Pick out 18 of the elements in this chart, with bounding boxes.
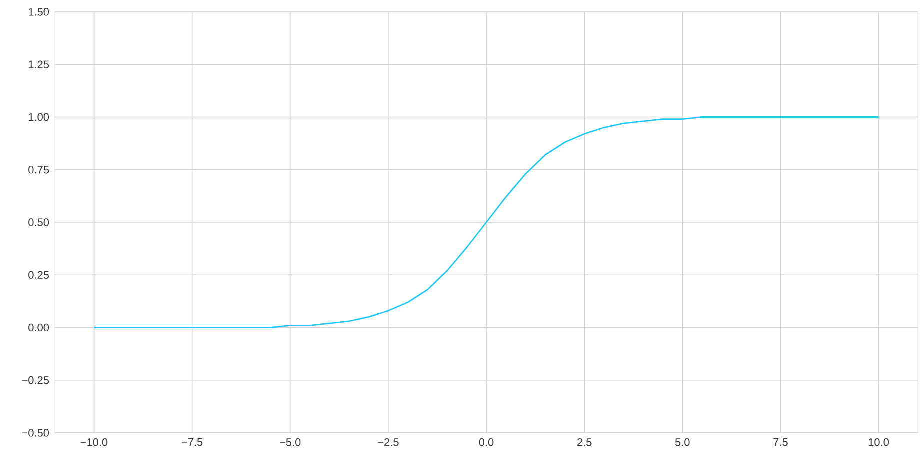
y-tick-label: 0.50	[28, 218, 50, 226]
x-tick-label: 0.0	[479, 438, 494, 446]
x-tick-label: −5.0	[280, 438, 301, 446]
x-tick-label: 5.0	[675, 438, 690, 446]
x-tick-label: 7.5	[774, 438, 788, 446]
x-tick-label: 10.0	[868, 438, 890, 446]
y-tick-label: 0.25	[28, 271, 50, 280]
x-tick-label: −2.5	[378, 438, 399, 446]
y-tick-label: 0.00	[28, 324, 50, 332]
y-tick-label: −0.50	[22, 429, 50, 437]
x-tick-label: −7.5	[182, 438, 203, 446]
y-tick-label: 0.75	[28, 166, 50, 174]
y-tick-label: −0.25	[22, 376, 50, 384]
y-tick-label: 1.50	[28, 8, 50, 16]
x-tick-label: −10.0	[80, 438, 108, 446]
y-tick-label: 1.00	[28, 113, 50, 122]
y-tick-label: 1.25	[28, 60, 50, 69]
x-tick-label: 2.5	[578, 438, 592, 446]
